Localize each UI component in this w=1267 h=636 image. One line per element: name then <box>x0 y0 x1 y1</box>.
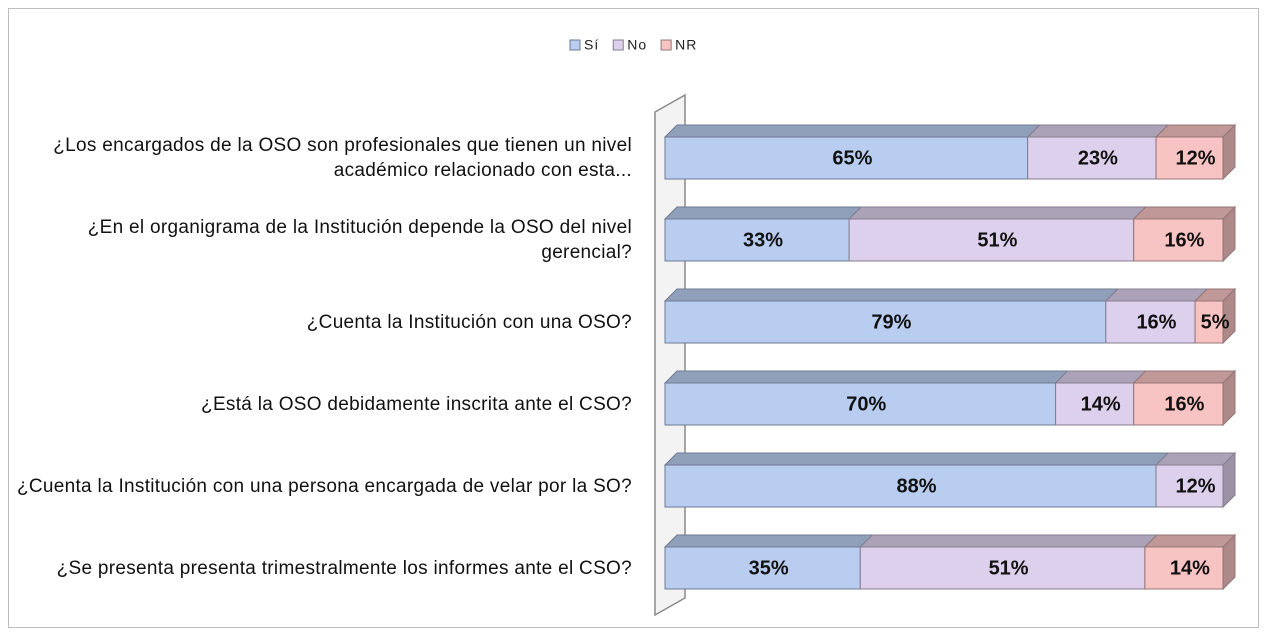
bar-top <box>1104 288 1209 302</box>
bar-front <box>1105 300 1196 344</box>
category-label: ¿Cuenta la Institución con una OSO? <box>306 311 632 333</box>
value-label: 16% <box>1164 229 1204 251</box>
bar-top <box>1026 124 1170 138</box>
bar-segment <box>859 534 1159 590</box>
bar-front <box>1133 382 1224 426</box>
value-label: 16% <box>1164 393 1204 415</box>
bar-top <box>663 534 874 548</box>
value-label: 5% <box>1201 311 1230 333</box>
bar-front <box>1194 300 1224 344</box>
bar-front <box>1133 218 1224 262</box>
legend-swatch <box>660 39 672 51</box>
category-label: ¿Los encargados de la OSO son profesiona… <box>53 135 632 181</box>
bar-segment <box>1132 369 1237 427</box>
bar-front <box>1155 136 1224 180</box>
bar-top <box>663 288 1120 302</box>
value-label: 16% <box>1136 311 1176 333</box>
bar-top <box>859 534 1159 548</box>
bar-segment <box>1026 124 1170 180</box>
bar-top <box>1143 534 1237 548</box>
value-label: 23% <box>1078 147 1118 169</box>
bar-front <box>664 382 1057 426</box>
legend-label: NR <box>675 37 697 53</box>
value-label: 12% <box>1176 147 1216 169</box>
value-label: 51% <box>977 229 1017 251</box>
value-label: 79% <box>871 311 911 333</box>
bar-front <box>848 218 1135 262</box>
bar-front <box>664 300 1107 344</box>
bar-segment <box>663 370 1069 426</box>
value-label: 14% <box>1081 393 1121 415</box>
bar-front <box>859 546 1146 590</box>
bar-front <box>1144 546 1224 590</box>
legend-swatch <box>569 39 581 51</box>
bar-front <box>1027 136 1157 180</box>
bar-segment <box>1104 288 1209 344</box>
value-label: 51% <box>989 557 1029 579</box>
value-label: 65% <box>832 147 872 169</box>
bar-top <box>1132 206 1237 220</box>
legend-label: Sí <box>584 37 599 53</box>
value-label: 33% <box>743 229 783 251</box>
bar-segment <box>663 288 1120 344</box>
value-label: 70% <box>846 393 886 415</box>
bar-top <box>1054 370 1147 384</box>
value-label: 12% <box>1176 475 1216 497</box>
legend-swatch <box>612 39 624 51</box>
bar-segment <box>1054 370 1147 426</box>
value-label: 88% <box>897 475 937 497</box>
category-label: ¿En el organigrama de la Institución dep… <box>87 217 632 263</box>
bar-top <box>1132 370 1237 384</box>
legend-label: No <box>627 37 647 53</box>
bar-segment <box>663 534 874 590</box>
bar-segment <box>1193 287 1237 345</box>
bar-top <box>1154 452 1237 466</box>
category-label: ¿Está la OSO debidamente inscrita ante e… <box>201 393 632 415</box>
value-label: 14% <box>1170 557 1210 579</box>
bar-top <box>847 206 1147 220</box>
bar-top <box>1154 124 1237 138</box>
bar-front <box>1155 464 1224 508</box>
bar-front <box>1055 382 1135 426</box>
bar-front <box>664 136 1029 180</box>
bar-top <box>663 124 1041 138</box>
bar-segment <box>663 206 863 262</box>
category-label: ¿Cuenta la Institución con una persona e… <box>16 475 632 497</box>
bar-front <box>664 546 861 590</box>
bar-front <box>664 218 850 262</box>
bar-segment <box>1132 205 1237 263</box>
bar-segment <box>1154 451 1237 509</box>
bar-top <box>663 370 1069 384</box>
category-label: ¿Se presenta presenta trimestralmente lo… <box>56 557 632 579</box>
bar-segment <box>847 206 1147 262</box>
value-label: 35% <box>749 557 789 579</box>
bar-segment <box>663 124 1041 180</box>
bar-top <box>663 452 1170 466</box>
bar-segment <box>1154 123 1237 181</box>
bar-top <box>663 206 863 220</box>
bar-segment <box>1143 533 1237 591</box>
